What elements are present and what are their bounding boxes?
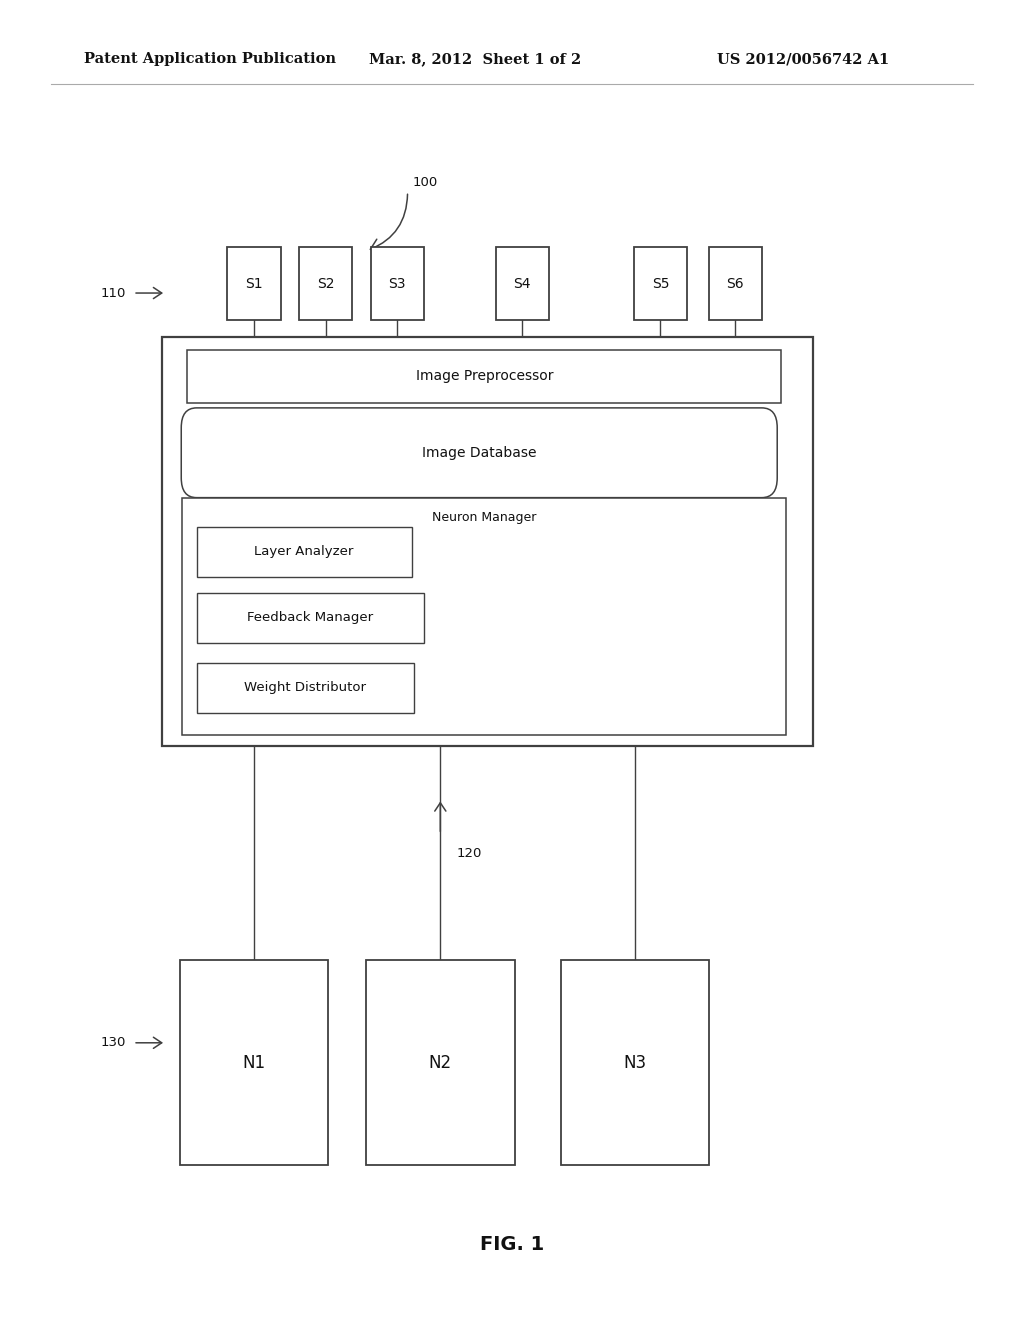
Text: Feedback Manager: Feedback Manager xyxy=(247,611,374,624)
Text: S5: S5 xyxy=(651,277,670,290)
FancyBboxPatch shape xyxy=(561,961,709,1164)
Text: Layer Analyzer: Layer Analyzer xyxy=(254,545,354,558)
Text: US 2012/0056742 A1: US 2012/0056742 A1 xyxy=(717,53,889,66)
Text: Image Database: Image Database xyxy=(422,446,537,459)
Text: S6: S6 xyxy=(726,277,744,290)
Text: Weight Distributor: Weight Distributor xyxy=(244,681,367,694)
FancyBboxPatch shape xyxy=(299,247,352,319)
Text: 100: 100 xyxy=(413,176,438,189)
FancyBboxPatch shape xyxy=(182,498,786,735)
FancyBboxPatch shape xyxy=(197,663,414,713)
FancyBboxPatch shape xyxy=(227,247,281,319)
Text: S2: S2 xyxy=(316,277,335,290)
Text: N1: N1 xyxy=(243,1053,265,1072)
Text: FIG. 1: FIG. 1 xyxy=(480,1236,544,1254)
Text: 120: 120 xyxy=(457,847,482,861)
FancyBboxPatch shape xyxy=(180,961,328,1164)
Text: S4: S4 xyxy=(513,277,531,290)
FancyBboxPatch shape xyxy=(367,961,514,1164)
Text: 110: 110 xyxy=(100,286,126,300)
Text: S1: S1 xyxy=(245,277,263,290)
Text: S3: S3 xyxy=(388,277,407,290)
Text: Patent Application Publication: Patent Application Publication xyxy=(84,53,336,66)
FancyBboxPatch shape xyxy=(162,337,813,746)
FancyBboxPatch shape xyxy=(197,593,424,643)
FancyBboxPatch shape xyxy=(496,247,549,319)
Text: N2: N2 xyxy=(429,1053,452,1072)
FancyBboxPatch shape xyxy=(181,408,777,498)
FancyBboxPatch shape xyxy=(709,247,762,319)
Text: Mar. 8, 2012  Sheet 1 of 2: Mar. 8, 2012 Sheet 1 of 2 xyxy=(369,53,581,66)
Text: Neuron Manager: Neuron Manager xyxy=(432,511,537,524)
FancyArrowPatch shape xyxy=(371,194,408,252)
FancyBboxPatch shape xyxy=(187,350,781,403)
Text: N3: N3 xyxy=(624,1053,646,1072)
FancyBboxPatch shape xyxy=(634,247,687,319)
FancyBboxPatch shape xyxy=(197,527,412,577)
Text: Image Preprocessor: Image Preprocessor xyxy=(416,370,553,383)
FancyBboxPatch shape xyxy=(371,247,424,319)
Text: 130: 130 xyxy=(100,1036,126,1049)
